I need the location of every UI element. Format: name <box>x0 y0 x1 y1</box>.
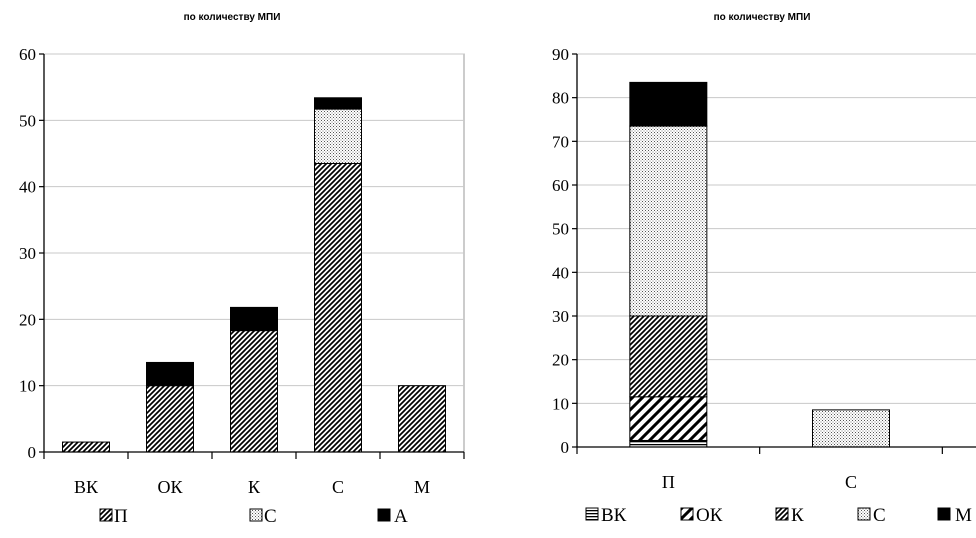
chart-left-y-ticks: 0 10 20 30 40 50 60 <box>19 45 44 462</box>
bar-segment <box>629 81 708 127</box>
y-tick-label: 20 <box>552 351 569 370</box>
bar-segment <box>314 162 362 453</box>
bar-segment <box>812 409 890 448</box>
bar-segment <box>629 396 708 441</box>
bar-segment <box>629 125 708 317</box>
bar-segment <box>629 439 708 448</box>
y-tick-label: 10 <box>19 377 36 396</box>
legend-label: ВК <box>601 505 627 526</box>
legend-swatch <box>249 508 263 522</box>
legend-swatch <box>857 507 871 521</box>
legend-label: М <box>955 505 972 526</box>
y-tick-label: 90 <box>552 45 569 64</box>
legend-label: А <box>394 506 408 527</box>
legend-swatch <box>680 507 694 521</box>
x-tick-label: П <box>662 472 675 492</box>
y-tick-label: 20 <box>19 310 36 329</box>
y-tick-label: 30 <box>19 244 36 263</box>
legend-swatch <box>99 508 113 522</box>
y-tick-label: 50 <box>19 111 36 130</box>
y-tick-label: 60 <box>552 176 569 195</box>
chart-right-bars <box>629 81 890 448</box>
x-tick-label: С <box>845 472 857 492</box>
y-tick-label: 40 <box>552 263 569 282</box>
bar-segment <box>314 97 362 110</box>
y-tick-label: 60 <box>19 45 36 64</box>
bar-segment <box>230 306 278 332</box>
y-tick-label: 0 <box>28 443 37 462</box>
chart-right: по количеству МПИ 0 10 20 30 40 50 60 70 80 90 П С… <box>552 12 976 526</box>
legend-swatch <box>775 507 789 521</box>
chart-right-y-ticks: 0 10 20 30 40 50 60 70 80 90 <box>552 45 577 457</box>
y-tick-label: 40 <box>19 178 36 197</box>
chart-left-title: по количеству МПИ <box>184 12 281 23</box>
bar-segment <box>398 385 446 453</box>
bar-segment <box>629 315 708 398</box>
legend-swatch <box>585 507 599 521</box>
y-tick-label: 80 <box>552 89 569 108</box>
x-tick-label: ОК <box>157 477 183 497</box>
chart-left-bars <box>62 97 446 453</box>
legend-label: С <box>873 505 886 526</box>
legend-label: ОК <box>696 505 723 526</box>
legend-label: С <box>264 506 277 527</box>
chart-left-gridlines <box>44 53 464 387</box>
y-tick-label: 0 <box>561 438 570 457</box>
x-tick-label: С <box>332 477 344 497</box>
bar-segment <box>230 330 278 453</box>
y-tick-label: 70 <box>552 132 569 151</box>
y-tick-label: 10 <box>552 394 569 413</box>
legend-label: К <box>791 505 804 526</box>
legend-swatch <box>377 508 391 522</box>
bar-segment <box>62 441 110 453</box>
chart-right-legend: ВК ОК К С М <box>585 505 972 526</box>
legend-label: П <box>114 506 128 527</box>
bar-segment <box>314 108 362 164</box>
chart-right-title: по количеству МПИ <box>714 12 811 23</box>
x-tick-label: ВК <box>74 477 99 497</box>
y-tick-label: 50 <box>552 220 569 239</box>
bar-segment <box>146 385 194 453</box>
legend-swatch <box>937 507 951 521</box>
x-tick-label: М <box>414 477 430 497</box>
chart-left-x-ticks: ВК ОК К С М <box>43 452 465 497</box>
chart-right-x-ticks: ПСА <box>576 447 943 492</box>
y-tick-label: 30 <box>552 307 569 326</box>
bar-segment <box>146 361 194 387</box>
x-tick-label: К <box>248 477 261 497</box>
